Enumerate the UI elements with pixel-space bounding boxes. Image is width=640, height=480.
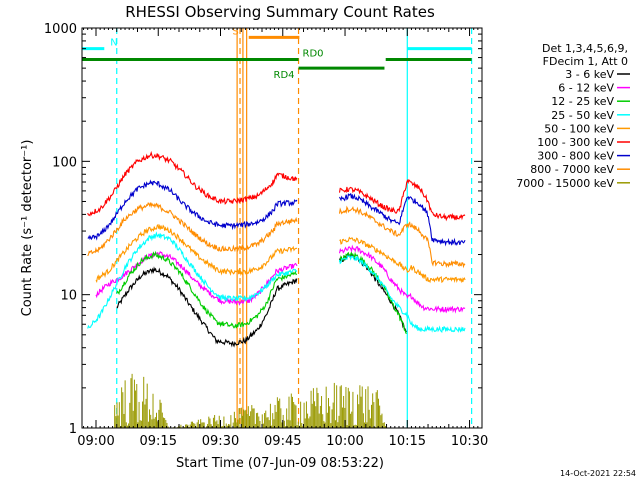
series-line-8: [114, 373, 386, 428]
legend-label-0: 3 - 6 keV: [565, 68, 614, 81]
annotation-label-0: N: [110, 38, 117, 49]
series-line-4: [95, 223, 466, 284]
annotation-label-1: S: [232, 26, 238, 37]
x-axis-label: Start Time (07-Jun-09 08:53:22): [176, 456, 384, 471]
legend: Det 1,3,4,5,6,9, FDecim 1, Att 0 3 - 6 k…: [516, 42, 630, 190]
series-line-6: [87, 179, 466, 247]
annotation-label-3: RD4: [274, 70, 295, 81]
x-tick-label-3: 09:45: [264, 434, 301, 449]
legend-label-3: 25 - 50 keV: [551, 109, 614, 122]
timestamp: 14-Oct-2021 22:54: [560, 469, 636, 478]
legend-label-8: 7000 - 15000 keV: [516, 177, 614, 190]
legend-header-1: Det 1,3,4,5,6,9,: [542, 42, 628, 55]
legend-label-4: 50 - 100 keV: [544, 122, 614, 135]
legend-label-1: 6 - 12 keV: [558, 82, 614, 95]
annotation-1: S: [232, 26, 300, 39]
legend-header-2: FDecim 1, Att 0: [543, 55, 628, 68]
y-tick-label-0: 1: [69, 422, 77, 437]
annotation-label-2: RD0: [303, 49, 324, 60]
series-line-5: [87, 150, 466, 222]
plot-frame: [81, 27, 483, 429]
x-tick-label-4: 10:00: [326, 434, 363, 449]
series-line-3: [87, 231, 466, 333]
series-line-2: [116, 250, 407, 334]
x-tick-label-5: 10:15: [389, 434, 426, 449]
legend-label-2: 12 - 25 keV: [551, 95, 614, 108]
chart-title: RHESSI Observing Summary Count Rates: [125, 3, 435, 21]
y-axis-label: Count Rate (s⁻¹ detector⁻¹): [20, 140, 35, 317]
y-tick-label-2: 100: [52, 155, 77, 170]
y-tick-label-1: 10: [60, 289, 77, 304]
annotation-3: RD4: [274, 66, 385, 81]
legend-label-6: 300 - 800 keV: [537, 150, 614, 163]
series-line-7: [87, 201, 466, 269]
x-tick-label-2: 09:30: [202, 434, 239, 449]
data-gap-0: [297, 28, 339, 428]
x-tick-label-0: 09:00: [77, 434, 114, 449]
legend-label-5: 100 - 300 keV: [537, 136, 614, 149]
y-tick-label-3: 1000: [44, 22, 77, 37]
annotation-2: RD0: [82, 49, 472, 62]
x-tick-label-1: 09:15: [140, 434, 177, 449]
x-tick-label-6: 10:30: [451, 434, 488, 449]
legend-label-7: 800 - 7000 keV: [530, 163, 614, 176]
